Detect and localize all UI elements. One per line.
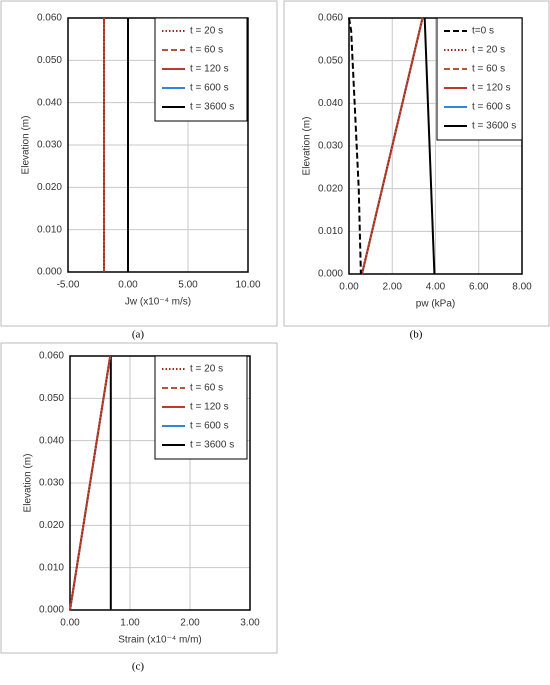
y-tick-label: 0.060 [37,13,62,24]
y-tick-label: 0.030 [318,141,343,152]
legend-label: t = 120 s [190,64,229,75]
y-axis-label: Elevation (m) [21,116,32,175]
caption: (c) [132,661,145,673]
panel-border [0,342,278,654]
x-tick-label: -5.00 [57,280,80,291]
x-tick-label: 6.00 [469,282,489,293]
x-tick-label: 1.00 [120,618,140,629]
y-tick-label: 0.060 [318,13,343,24]
y-tick-label: 0.040 [37,97,62,108]
series-line [69,355,112,611]
x-tick-label: 10.00 [235,280,260,291]
y-axis-label: Elevation (m) [302,117,313,176]
x-tick-label: 0.00 [339,282,359,293]
x-tick-label: 4.00 [426,282,446,293]
legend-label: t = 120 s [472,83,511,94]
caption: (b) [410,329,423,341]
y-tick-label: 0.010 [37,224,62,235]
legend-box [436,17,523,141]
series-line [348,17,362,275]
legend-label: t = 20 s [472,45,505,56]
legend-box [154,17,248,122]
caption: (a) [132,329,145,341]
panel-border [0,0,278,327]
x-axis-label: Strain (x10⁻⁴ m/m) [118,635,201,646]
legend-label: t = 3600 s [472,121,516,132]
y-tick-label: 0.010 [39,562,64,573]
series-line [361,17,424,275]
legend-label: t = 3600 s [190,440,234,451]
y-tick-label: 0.000 [39,605,64,616]
y-tick-label: 0.020 [39,520,64,531]
x-axis-label: Jw (x10⁻⁴ m/s) [125,297,191,308]
x-tick-label: 5.00 [178,280,198,291]
x-tick-label: 3.00 [240,618,260,629]
y-tick-label: 0.050 [318,55,343,66]
x-tick-label: 2.00 [383,282,403,293]
plot-frame [348,17,523,275]
legend-label: t = 600 s [472,102,511,113]
y-tick-label: 0.020 [318,183,343,194]
legend-label: t = 600 s [190,83,229,94]
legend-label: t=0 s [472,26,494,37]
x-axis-label: pw (kPa) [416,299,455,310]
legend-label: t = 20 s [190,26,223,37]
y-tick-label: 0.000 [318,269,343,280]
y-axis-label: Elevation (m) [23,454,34,513]
x-tick-label: 8.00 [512,282,532,293]
y-tick-label: 0.040 [39,435,64,446]
series-line [423,17,436,275]
x-tick-label: 2.00 [180,618,200,629]
y-tick-label: 0.050 [39,393,64,404]
x-tick-label: 0.00 [118,280,138,291]
x-tick-label: 0.00 [60,618,80,629]
y-tick-label: 0.000 [37,267,62,278]
legend-label: t = 60 s [190,383,223,394]
y-tick-label: 0.030 [39,478,64,489]
legend-label: t = 20 s [190,364,223,375]
legend-label: t = 600 s [190,421,229,432]
y-tick-label: 0.060 [39,351,64,362]
y-tick-label: 0.010 [318,226,343,237]
y-tick-label: 0.030 [37,140,62,151]
series-line [69,355,112,611]
y-tick-label: 0.050 [37,55,62,66]
y-tick-label: 0.020 [37,182,62,193]
legend-label: t = 3600 s [190,102,234,113]
legend-label: t = 60 s [472,64,505,75]
legend-label: t = 60 s [190,45,223,56]
legend-label: t = 120 s [190,402,229,413]
panel-border [283,0,550,327]
y-tick-label: 0.040 [318,98,343,109]
